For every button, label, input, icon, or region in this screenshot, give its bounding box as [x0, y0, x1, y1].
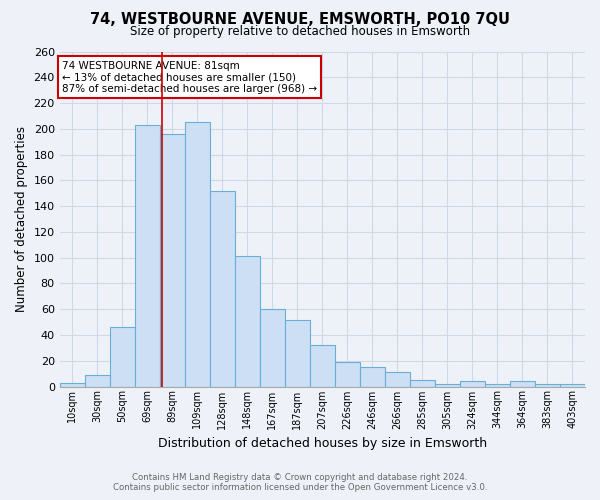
Bar [435, 384, 460, 386]
Bar [160, 134, 185, 386]
Text: 74 WESTBOURNE AVENUE: 81sqm
← 13% of detached houses are smaller (150)
87% of se: 74 WESTBOURNE AVENUE: 81sqm ← 13% of det… [62, 60, 317, 94]
Bar [235, 256, 260, 386]
Bar [385, 372, 410, 386]
Bar [110, 327, 135, 386]
Bar [260, 309, 285, 386]
Bar [410, 380, 435, 386]
Y-axis label: Number of detached properties: Number of detached properties [15, 126, 28, 312]
Bar [560, 384, 585, 386]
Text: Size of property relative to detached houses in Emsworth: Size of property relative to detached ho… [130, 25, 470, 38]
Bar [485, 384, 510, 386]
Bar [185, 122, 210, 386]
Bar [210, 190, 235, 386]
Bar [535, 384, 560, 386]
X-axis label: Distribution of detached houses by size in Emsworth: Distribution of detached houses by size … [158, 437, 487, 450]
Bar [335, 362, 360, 386]
Text: Contains HM Land Registry data © Crown copyright and database right 2024.
Contai: Contains HM Land Registry data © Crown c… [113, 473, 487, 492]
Bar [510, 382, 535, 386]
Text: 74, WESTBOURNE AVENUE, EMSWORTH, PO10 7QU: 74, WESTBOURNE AVENUE, EMSWORTH, PO10 7Q… [90, 12, 510, 28]
Bar [85, 375, 110, 386]
Bar [285, 320, 310, 386]
Bar [135, 125, 160, 386]
Bar [460, 382, 485, 386]
Bar [310, 346, 335, 387]
Bar [360, 367, 385, 386]
Bar [59, 382, 85, 386]
